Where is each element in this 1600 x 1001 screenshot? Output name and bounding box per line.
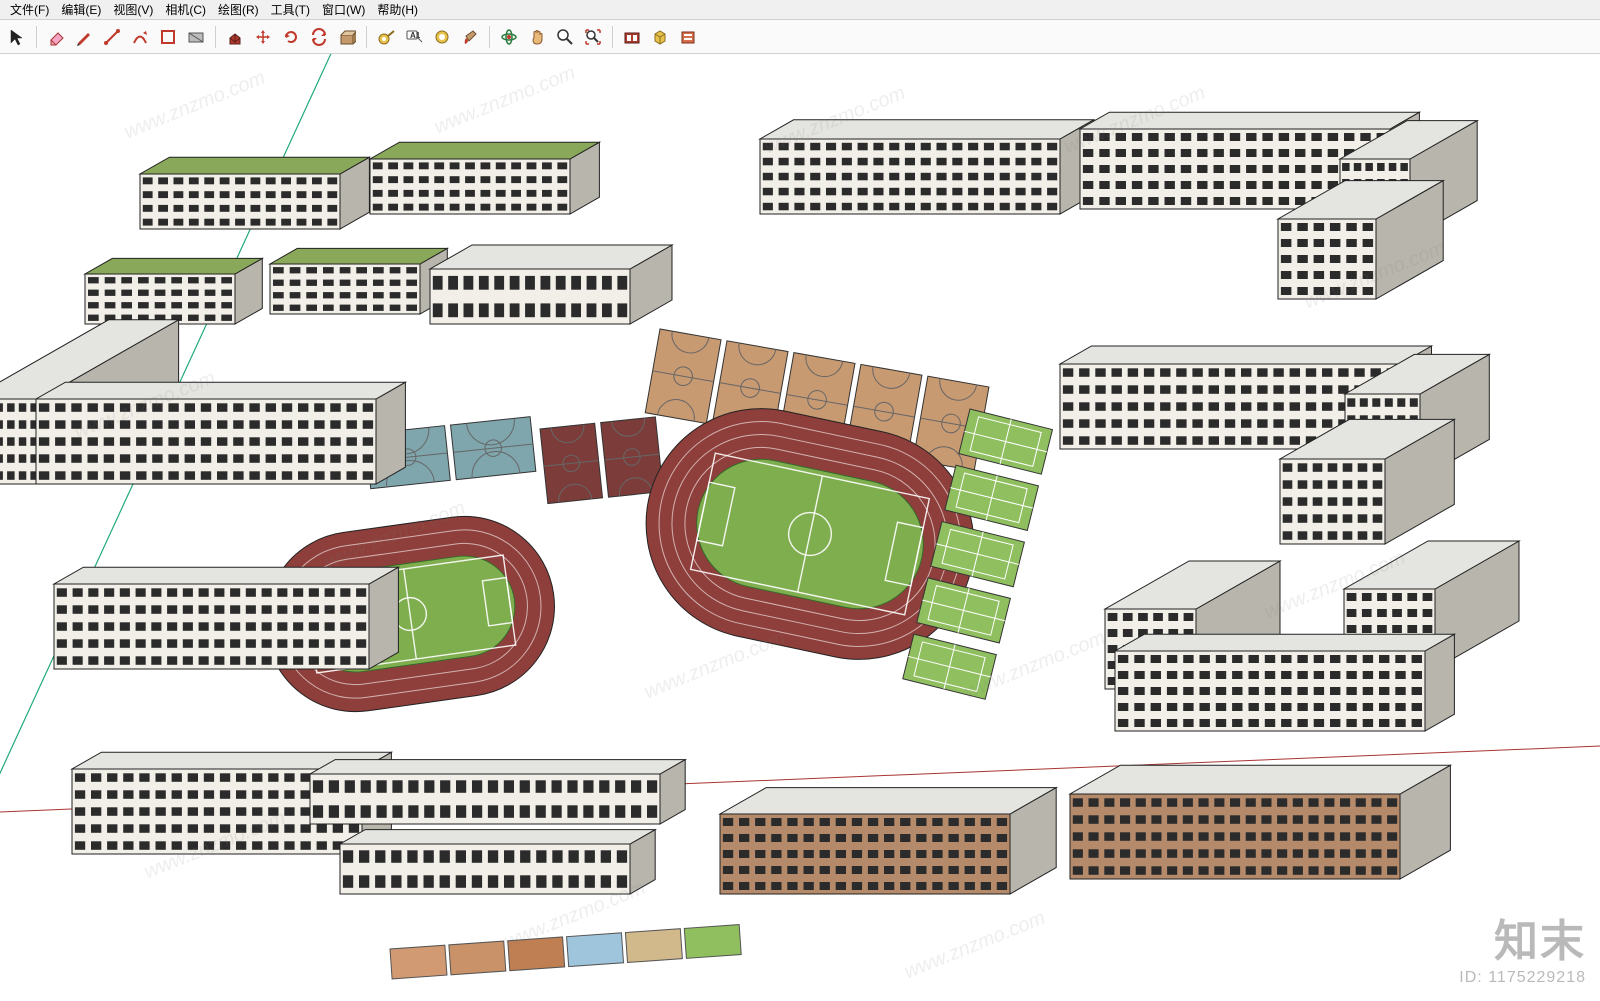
toolbar-separator bbox=[366, 26, 367, 48]
building-teach-L2[interactable] bbox=[1060, 346, 1489, 544]
building-admin-2[interactable] bbox=[1070, 765, 1450, 879]
menu-bar: 文件(F) 编辑(E) 视图(V) 相机(C) 绘图(R) 工具(T) 窗口(W… bbox=[0, 0, 1600, 20]
toolbar-separator bbox=[489, 26, 490, 48]
toolbar-separator bbox=[612, 26, 613, 48]
building-dorm-a2[interactable] bbox=[370, 142, 599, 214]
menu-camera[interactable]: 相机(C) bbox=[159, 1, 212, 18]
menu-file[interactable]: 文件(F) bbox=[4, 1, 55, 18]
building-dorm-a1[interactable] bbox=[140, 157, 369, 229]
tool-eraser-icon[interactable] bbox=[43, 24, 69, 50]
tool-orbit-icon[interactable] bbox=[496, 24, 522, 50]
tool-library-icon[interactable] bbox=[619, 24, 645, 50]
menu-window[interactable]: 窗口(W) bbox=[316, 1, 371, 18]
tool-rect-icon[interactable] bbox=[183, 24, 209, 50]
tool-scale-icon[interactable] bbox=[334, 24, 360, 50]
tool-rotate-icon[interactable] bbox=[278, 24, 304, 50]
brand-id: ID: 1175229218 bbox=[1459, 969, 1586, 987]
menu-view[interactable]: 视图(V) bbox=[107, 1, 159, 18]
building-dorm-b1[interactable] bbox=[85, 258, 262, 324]
tool-zoom-extents-icon[interactable] bbox=[580, 24, 606, 50]
tool-protractor-icon[interactable] bbox=[429, 24, 455, 50]
tool-arc-icon[interactable] bbox=[127, 24, 153, 50]
tool-text-icon[interactable]: A1 bbox=[401, 24, 427, 50]
building-teach-L1[interactable] bbox=[1080, 112, 1477, 299]
brand-watermark: 知末 ID: 1175229218 bbox=[1459, 905, 1586, 987]
model-viewport[interactable]: www.znzmo.comwww.znzmo.comwww.znzmo.comw… bbox=[0, 54, 1600, 1001]
tool-select-icon[interactable] bbox=[4, 24, 30, 50]
tool-tape-icon[interactable] bbox=[373, 24, 399, 50]
tool-pencil-icon[interactable] bbox=[71, 24, 97, 50]
tool-sync-icon[interactable] bbox=[306, 24, 332, 50]
building-teach-top[interactable] bbox=[760, 120, 1094, 214]
tool-pan-icon[interactable] bbox=[524, 24, 550, 50]
building-admin-1[interactable] bbox=[720, 788, 1056, 894]
menu-edit[interactable]: 编辑(E) bbox=[55, 1, 107, 18]
tool-plugin1-icon[interactable] bbox=[647, 24, 673, 50]
menu-draw[interactable]: 绘图(R) bbox=[212, 1, 265, 18]
tool-plugin2-icon[interactable] bbox=[675, 24, 701, 50]
toolbar-separator bbox=[36, 26, 37, 48]
brand-name: 知末 bbox=[1459, 905, 1586, 969]
building-teach-U[interactable] bbox=[1105, 541, 1519, 731]
tool-move-icon[interactable] bbox=[250, 24, 276, 50]
menu-tools[interactable]: 工具(T) bbox=[265, 1, 316, 18]
main-toolbar: A1 bbox=[0, 20, 1600, 54]
toolbar-separator bbox=[215, 26, 216, 48]
tool-line-icon[interactable] bbox=[99, 24, 125, 50]
building-dorm-b2[interactable] bbox=[270, 248, 447, 314]
tool-shape-icon[interactable] bbox=[155, 24, 181, 50]
tool-pushpull-icon[interactable] bbox=[222, 24, 248, 50]
building-cafeteria[interactable] bbox=[430, 245, 672, 324]
menu-help[interactable]: 帮助(H) bbox=[371, 1, 424, 18]
tool-paint-icon[interactable] bbox=[457, 24, 483, 50]
tool-zoom-icon[interactable] bbox=[552, 24, 578, 50]
